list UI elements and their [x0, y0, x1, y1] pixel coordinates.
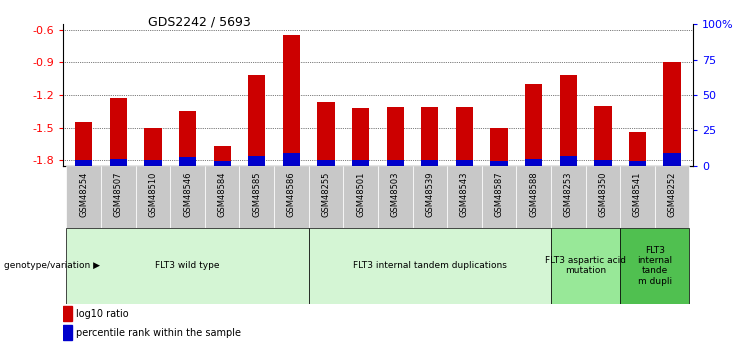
Bar	[213, 161, 231, 166]
Text: FLT3 internal tandem duplications: FLT3 internal tandem duplications	[353, 261, 507, 270]
Bar	[491, 161, 508, 166]
Bar	[101, 166, 136, 228]
Text: GSM48501: GSM48501	[356, 172, 365, 217]
Text: GDS2242 / 5693: GDS2242 / 5693	[148, 16, 251, 29]
Bar	[620, 166, 655, 228]
Bar	[317, 160, 335, 166]
Bar	[110, 98, 127, 166]
Text: GSM48252: GSM48252	[668, 172, 677, 217]
Bar	[594, 160, 611, 166]
Bar	[559, 75, 577, 166]
Text: GSM48507: GSM48507	[114, 172, 123, 217]
Bar	[179, 157, 196, 166]
Text: FLT3
internal
tande
m dupli: FLT3 internal tande m dupli	[637, 246, 672, 286]
Bar	[482, 166, 516, 228]
Bar	[75, 122, 93, 166]
Bar	[144, 128, 162, 166]
Text: GSM48539: GSM48539	[425, 172, 434, 217]
Bar	[378, 166, 413, 228]
Bar	[283, 35, 300, 166]
Text: percentile rank within the sample: percentile rank within the sample	[76, 328, 241, 338]
Text: GSM48546: GSM48546	[183, 172, 192, 217]
Bar	[585, 166, 620, 228]
Bar	[343, 166, 378, 228]
Bar	[655, 166, 689, 228]
Text: FLT3 aspartic acid
mutation: FLT3 aspartic acid mutation	[545, 256, 626, 275]
Bar	[309, 166, 343, 228]
Bar	[516, 166, 551, 228]
Bar	[67, 166, 101, 228]
Bar	[456, 107, 473, 166]
Bar	[447, 166, 482, 228]
Bar	[413, 166, 447, 228]
Bar	[136, 166, 170, 228]
Text: GSM48255: GSM48255	[322, 172, 330, 217]
Bar	[387, 107, 404, 166]
Bar	[663, 153, 681, 166]
Text: GSM48587: GSM48587	[494, 172, 504, 217]
Bar	[75, 160, 93, 166]
Text: log10 ratio: log10 ratio	[76, 309, 129, 319]
Bar	[283, 153, 300, 166]
Bar	[239, 166, 274, 228]
Bar	[421, 107, 439, 166]
Bar	[110, 159, 127, 166]
Text: GSM48254: GSM48254	[79, 172, 88, 217]
Text: GSM48541: GSM48541	[633, 172, 642, 217]
Text: GSM48253: GSM48253	[564, 172, 573, 217]
Bar	[179, 111, 196, 166]
Bar	[421, 160, 439, 166]
Text: GSM48543: GSM48543	[460, 172, 469, 217]
Text: genotype/variation ▶: genotype/variation ▶	[4, 261, 100, 270]
Bar	[352, 108, 369, 166]
Bar	[274, 166, 309, 228]
Text: GSM48585: GSM48585	[252, 172, 262, 217]
Bar	[387, 160, 404, 166]
Bar	[248, 75, 265, 166]
Bar	[551, 228, 620, 304]
Bar	[559, 156, 577, 166]
Bar	[205, 166, 239, 228]
Bar	[213, 146, 231, 166]
Text: GSM48503: GSM48503	[391, 172, 399, 217]
Bar	[144, 160, 162, 166]
Bar	[629, 161, 646, 166]
Bar	[620, 228, 689, 304]
Bar	[63, 306, 73, 321]
Bar	[456, 160, 473, 166]
Bar	[663, 62, 681, 166]
Text: GSM48584: GSM48584	[218, 172, 227, 217]
Bar	[309, 228, 551, 304]
Bar	[525, 159, 542, 166]
Text: GSM48586: GSM48586	[287, 172, 296, 217]
Bar	[170, 166, 205, 228]
Bar	[248, 156, 265, 166]
Bar	[491, 128, 508, 166]
Bar	[352, 160, 369, 166]
Text: GSM48510: GSM48510	[148, 172, 158, 217]
Bar	[317, 102, 335, 166]
Bar	[551, 166, 585, 228]
Bar	[594, 106, 611, 166]
Bar	[629, 132, 646, 166]
Text: GSM48588: GSM48588	[529, 172, 538, 217]
Text: GSM48350: GSM48350	[598, 172, 608, 217]
Bar	[525, 84, 542, 166]
Text: FLT3 wild type: FLT3 wild type	[156, 261, 220, 270]
Bar	[67, 228, 309, 304]
Bar	[63, 325, 73, 339]
